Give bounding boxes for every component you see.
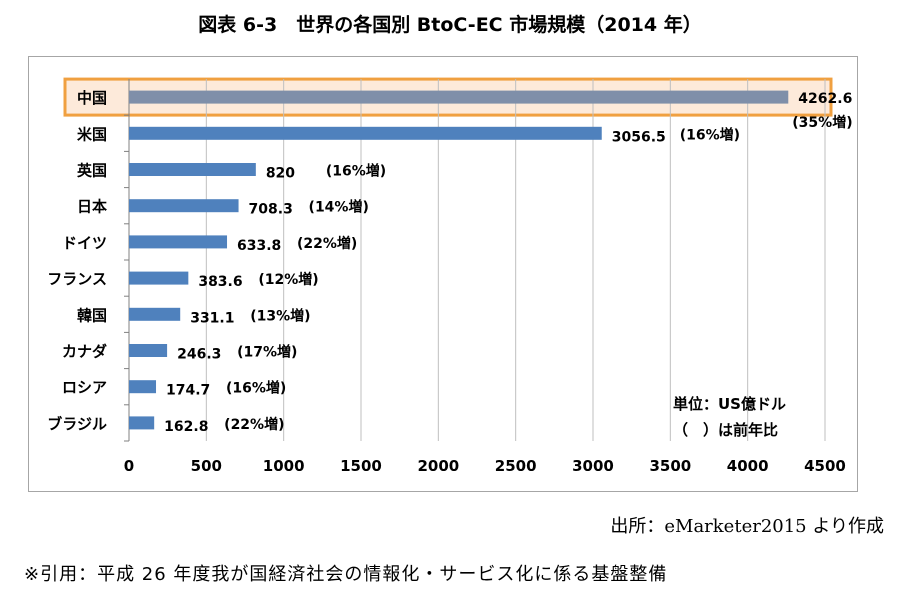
x-tick-label: 4500: [804, 457, 846, 475]
x-tick-label: 3500: [649, 457, 691, 475]
value-label: 708.3: [249, 202, 293, 218]
category-label: 米国: [77, 125, 107, 143]
bar: [129, 271, 189, 285]
value-label: 331.1: [190, 310, 234, 326]
x-tick-label: 1000: [263, 457, 305, 475]
bar: [129, 380, 157, 394]
x-tick-label: 2000: [417, 457, 459, 475]
x-tick-label: 1500: [340, 457, 382, 475]
category-label: 韓国: [77, 306, 107, 324]
chart-svg: 0 500 1000 1500 2000 2500 3000 3500 4000 4500 中国 42…: [47, 77, 853, 475]
growth-label: (17%増): [237, 344, 297, 361]
value-label: 162.8: [164, 419, 208, 435]
chart-title: 図表 6-3 世界の各国別 BtoC-EC 市場規模（2014 年）: [198, 14, 702, 36]
x-tick-label: 3000: [572, 457, 614, 475]
bar: [129, 416, 155, 430]
value-label: 246.3: [177, 347, 221, 363]
x-tick-label: 500: [191, 457, 222, 475]
category-label: ドイツ: [62, 234, 107, 252]
bar: [129, 307, 181, 321]
chart-area: 0 500 1000 1500 2000 2500 3000 3500 4000 4500 中国 42…: [28, 56, 858, 492]
growth-label: (22%増): [297, 235, 357, 252]
x-tick-label: 4000: [727, 457, 769, 475]
value-label: 4262.6: [798, 91, 852, 107]
growth-label: (22%増): [224, 416, 284, 433]
growth-label: (16%増): [326, 163, 386, 180]
ratio-note: （ ）は前年比: [673, 421, 779, 439]
value-label: 820: [266, 166, 295, 182]
unit-note: 単位：US億ドル: [673, 395, 786, 413]
citation-note: ※引用：平成 26 年度我が国経済社会の情報化・サービス化に係る基盤整備: [24, 564, 668, 585]
x-tick-label: 0: [124, 457, 134, 475]
bar: [129, 126, 602, 140]
bar: [129, 90, 789, 104]
growth-label: (35%増): [792, 114, 852, 131]
category-label: フランス: [47, 270, 107, 288]
category-label: 英国: [77, 162, 107, 180]
growth-label: (12%増): [258, 271, 318, 288]
category-label: 中国: [77, 89, 107, 107]
bar: [129, 163, 256, 176]
growth-label: (13%増): [250, 307, 310, 324]
growth-label: (16%増): [680, 126, 740, 143]
value-label: 633.8: [237, 238, 281, 254]
bar: [129, 344, 168, 357]
category-label: ブラジル: [47, 415, 107, 433]
value-label: 174.7: [166, 383, 210, 399]
x-tick-label: 2500: [495, 457, 537, 475]
source-note: 出所：eMarketer2015 より作成: [610, 516, 884, 537]
growth-label: (14%増): [309, 199, 369, 216]
category-label: カナダ: [62, 343, 107, 361]
bar: [129, 235, 228, 249]
growth-label: (16%増): [226, 380, 286, 397]
value-label: 383.6: [198, 274, 242, 290]
bar: [129, 199, 239, 213]
category-label: 日本: [77, 198, 107, 216]
value-label: 3056.5: [612, 129, 666, 145]
category-label: ロシア: [62, 379, 107, 397]
